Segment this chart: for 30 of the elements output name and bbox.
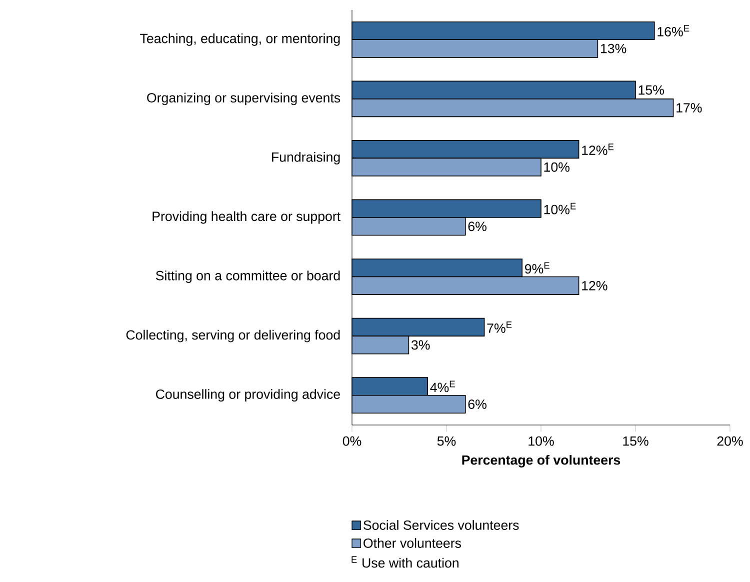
- data-label: 12%$^{E}$: [582, 144, 614, 155]
- data-label: 3%: [411, 340, 430, 350]
- data-label: 10%$^{E}$: [544, 202, 576, 214]
- data-label: 15%: [638, 85, 664, 95]
- y-tick-label: Fundraising: [272, 152, 340, 164]
- y-tick-label: Collecting, serving or delivering food: [126, 330, 340, 342]
- x-tick-label: 10%: [528, 436, 554, 446]
- x-tick-label: 5%: [437, 436, 456, 446]
- text: $^{E}$ Use with caution: [352, 556, 458, 568]
- data-label: 6%: [468, 222, 486, 232]
- y-tick-label: Teaching, educating, or mentoring: [140, 33, 340, 46]
- legend-label: Social Services volunteers: [364, 520, 519, 530]
- data-label: 16%$^{E}$: [658, 25, 690, 36]
- x-tick-label: 15%: [623, 436, 648, 446]
- data-label: 10%: [544, 162, 570, 172]
- y-tick-label: Organizing or supervising events: [147, 92, 340, 106]
- y-tick-label: Providing health care or support: [152, 211, 340, 224]
- data-label: 13%: [600, 44, 626, 54]
- data-label: 6%: [468, 400, 486, 409]
- y-tick-label: Sitting on a committee or board: [156, 270, 340, 283]
- y-tick-label: Counselling or providing advice: [156, 389, 340, 402]
- x-tick-label: 20%: [717, 436, 743, 446]
- data-label: 9%$^{E}$: [524, 262, 550, 274]
- legend-label: Other volunteers: [364, 538, 461, 548]
- data-label: 7%$^{E}$: [487, 322, 512, 333]
- data-label: 17%: [676, 103, 702, 112]
- data-label: 12%: [582, 280, 608, 290]
- x-axis-title: Percentage of volunteers: [462, 454, 620, 468]
- data-label: 4%$^{E}$: [430, 380, 455, 392]
- x-tick-label: 0%: [342, 436, 362, 446]
